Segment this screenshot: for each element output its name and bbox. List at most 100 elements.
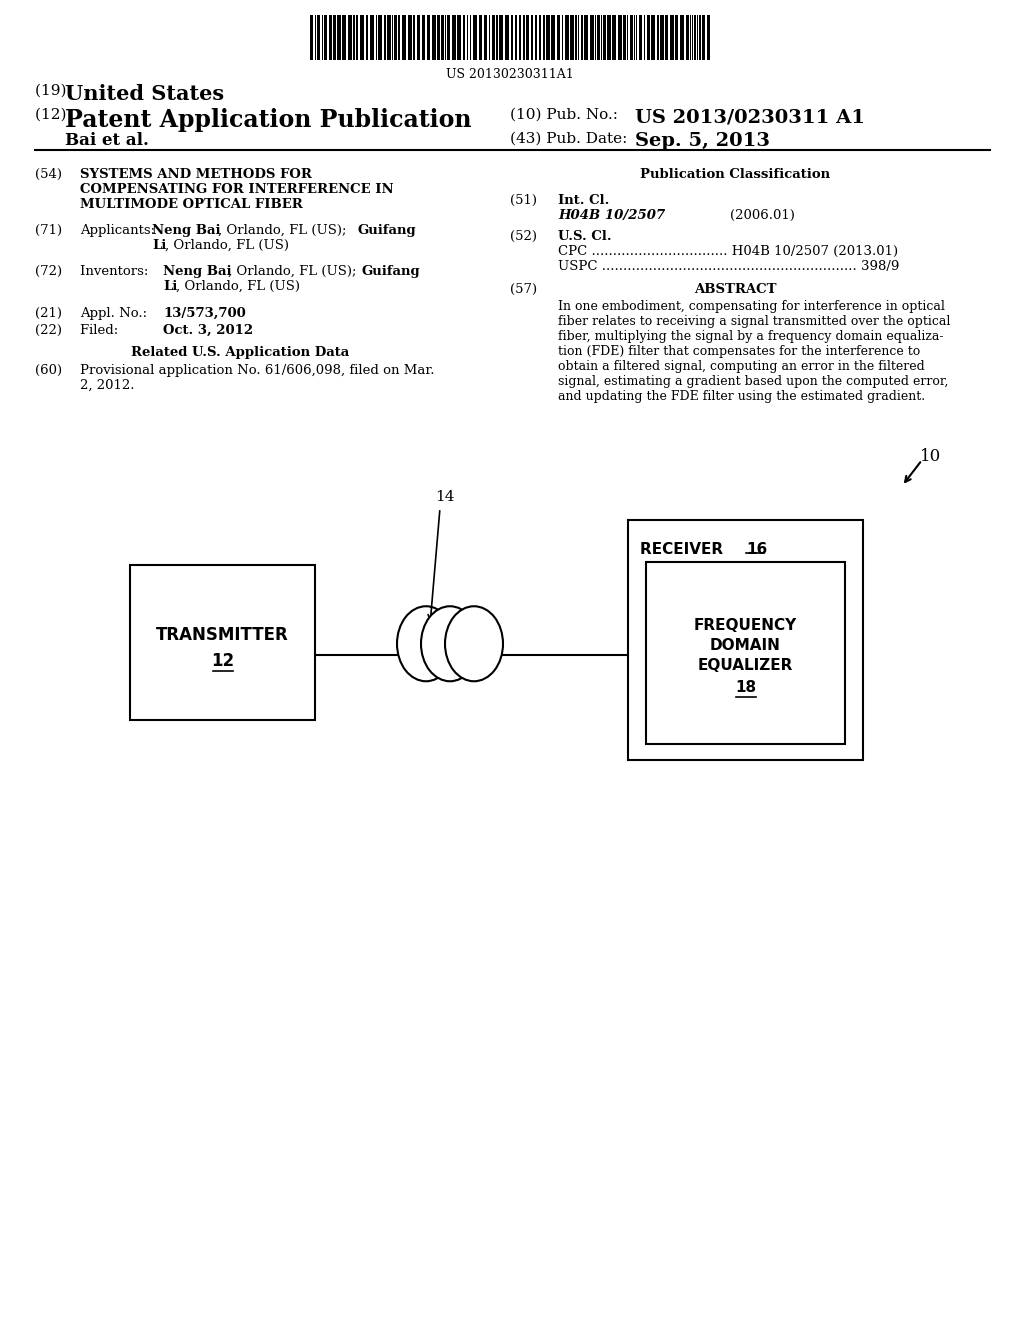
- Bar: [360, 15, 364, 59]
- Bar: [492, 15, 495, 59]
- Bar: [378, 15, 382, 59]
- Bar: [473, 15, 477, 59]
- Text: MULTIMODE OPTICAL FIBER: MULTIMODE OPTICAL FIBER: [80, 198, 303, 211]
- Bar: [539, 15, 541, 59]
- Text: (71): (71): [35, 224, 62, 238]
- Bar: [707, 15, 710, 59]
- Text: United States: United States: [65, 84, 224, 104]
- Bar: [628, 520, 863, 760]
- Text: Guifang: Guifang: [362, 265, 421, 279]
- Bar: [519, 15, 521, 59]
- Bar: [384, 15, 386, 59]
- Bar: [342, 15, 346, 59]
- Text: DOMAIN: DOMAIN: [710, 638, 781, 652]
- Bar: [333, 15, 336, 59]
- Ellipse shape: [421, 606, 479, 681]
- Bar: [575, 15, 577, 59]
- Bar: [417, 15, 420, 59]
- Bar: [463, 15, 465, 59]
- Bar: [394, 15, 397, 59]
- Bar: [531, 15, 534, 59]
- Bar: [699, 15, 701, 59]
- Text: (19): (19): [35, 84, 72, 98]
- Text: 13/573,700: 13/573,700: [163, 308, 246, 319]
- Bar: [324, 15, 327, 59]
- Bar: [590, 15, 594, 59]
- Bar: [612, 15, 616, 59]
- Bar: [686, 15, 689, 59]
- Text: Publication Classification: Publication Classification: [640, 168, 830, 181]
- Text: Li: Li: [152, 239, 166, 252]
- Bar: [597, 15, 600, 59]
- Bar: [646, 562, 845, 744]
- Bar: [618, 15, 622, 59]
- Bar: [651, 15, 655, 59]
- Bar: [505, 15, 509, 59]
- Bar: [603, 15, 606, 59]
- Bar: [680, 15, 684, 59]
- Bar: [484, 15, 487, 59]
- Bar: [408, 15, 412, 59]
- Bar: [647, 15, 650, 59]
- Text: EQUALIZER: EQUALIZER: [697, 657, 794, 672]
- Bar: [427, 15, 430, 59]
- Text: Sep. 5, 2013: Sep. 5, 2013: [635, 132, 770, 150]
- Bar: [543, 15, 545, 59]
- Bar: [551, 15, 555, 59]
- Text: SYSTEMS AND METHODS FOR: SYSTEMS AND METHODS FOR: [80, 168, 312, 181]
- Text: 18: 18: [735, 681, 756, 696]
- Bar: [387, 15, 391, 59]
- Text: Oct. 3, 2012: Oct. 3, 2012: [163, 323, 253, 337]
- Text: Inventors:: Inventors:: [80, 265, 153, 279]
- Bar: [398, 15, 400, 59]
- Text: RECEIVER: RECEIVER: [640, 543, 728, 557]
- Text: Li: Li: [163, 280, 177, 293]
- Text: (12): (12): [35, 108, 72, 121]
- Text: Neng Bai: Neng Bai: [163, 265, 231, 279]
- Text: 14: 14: [435, 490, 455, 504]
- Bar: [402, 15, 406, 59]
- Text: USPC ............................................................ 398/9: USPC ...................................…: [558, 260, 899, 273]
- Text: CPC ................................ H04B 10/2507 (2013.01): CPC ................................ H04…: [558, 246, 898, 257]
- Text: Filed:: Filed:: [80, 323, 157, 337]
- Bar: [317, 15, 319, 59]
- Text: Guifang: Guifang: [358, 224, 417, 238]
- Text: Bai et al.: Bai et al.: [65, 132, 148, 149]
- Bar: [447, 15, 450, 59]
- Text: obtain a filtered signal, computing an error in the filtered: obtain a filtered signal, computing an e…: [558, 360, 925, 374]
- Bar: [496, 15, 498, 59]
- Bar: [348, 15, 352, 59]
- Text: 10: 10: [920, 447, 941, 465]
- Text: tion (FDE) filter that compensates for the interference to: tion (FDE) filter that compensates for t…: [558, 345, 921, 358]
- Text: TRANSMITTER: TRANSMITTER: [156, 626, 289, 644]
- Text: FREQUENCY: FREQUENCY: [694, 618, 797, 632]
- Bar: [702, 15, 705, 59]
- Text: (57): (57): [510, 282, 538, 296]
- Bar: [565, 15, 569, 59]
- Text: 16: 16: [746, 543, 767, 557]
- Bar: [657, 15, 659, 59]
- Bar: [432, 15, 436, 59]
- Bar: [670, 15, 674, 59]
- Text: 2, 2012.: 2, 2012.: [80, 379, 134, 392]
- Text: COMPENSATING FOR INTERFERENCE IN: COMPENSATING FOR INTERFERENCE IN: [80, 183, 393, 195]
- Bar: [437, 15, 440, 59]
- Text: , Orlando, FL (US): , Orlando, FL (US): [165, 239, 289, 252]
- Bar: [457, 15, 461, 59]
- Bar: [630, 15, 633, 59]
- Text: (43) Pub. Date:: (43) Pub. Date:: [510, 132, 628, 147]
- Bar: [546, 15, 550, 59]
- Text: U.S. Cl.: U.S. Cl.: [558, 230, 611, 243]
- Bar: [665, 15, 668, 59]
- Ellipse shape: [397, 606, 455, 681]
- Text: Related U.S. Application Data: Related U.S. Application Data: [131, 346, 349, 359]
- Text: (54): (54): [35, 168, 62, 181]
- Bar: [607, 15, 611, 59]
- Bar: [441, 15, 444, 59]
- Text: Appl. No.:: Appl. No.:: [80, 308, 152, 319]
- Text: , Orlando, FL (US);: , Orlando, FL (US);: [228, 265, 360, 279]
- Text: (72): (72): [35, 265, 62, 279]
- Text: (10) Pub. No.:: (10) Pub. No.:: [510, 108, 623, 121]
- Text: , Orlando, FL (US);: , Orlando, FL (US);: [218, 224, 351, 238]
- Bar: [515, 15, 517, 59]
